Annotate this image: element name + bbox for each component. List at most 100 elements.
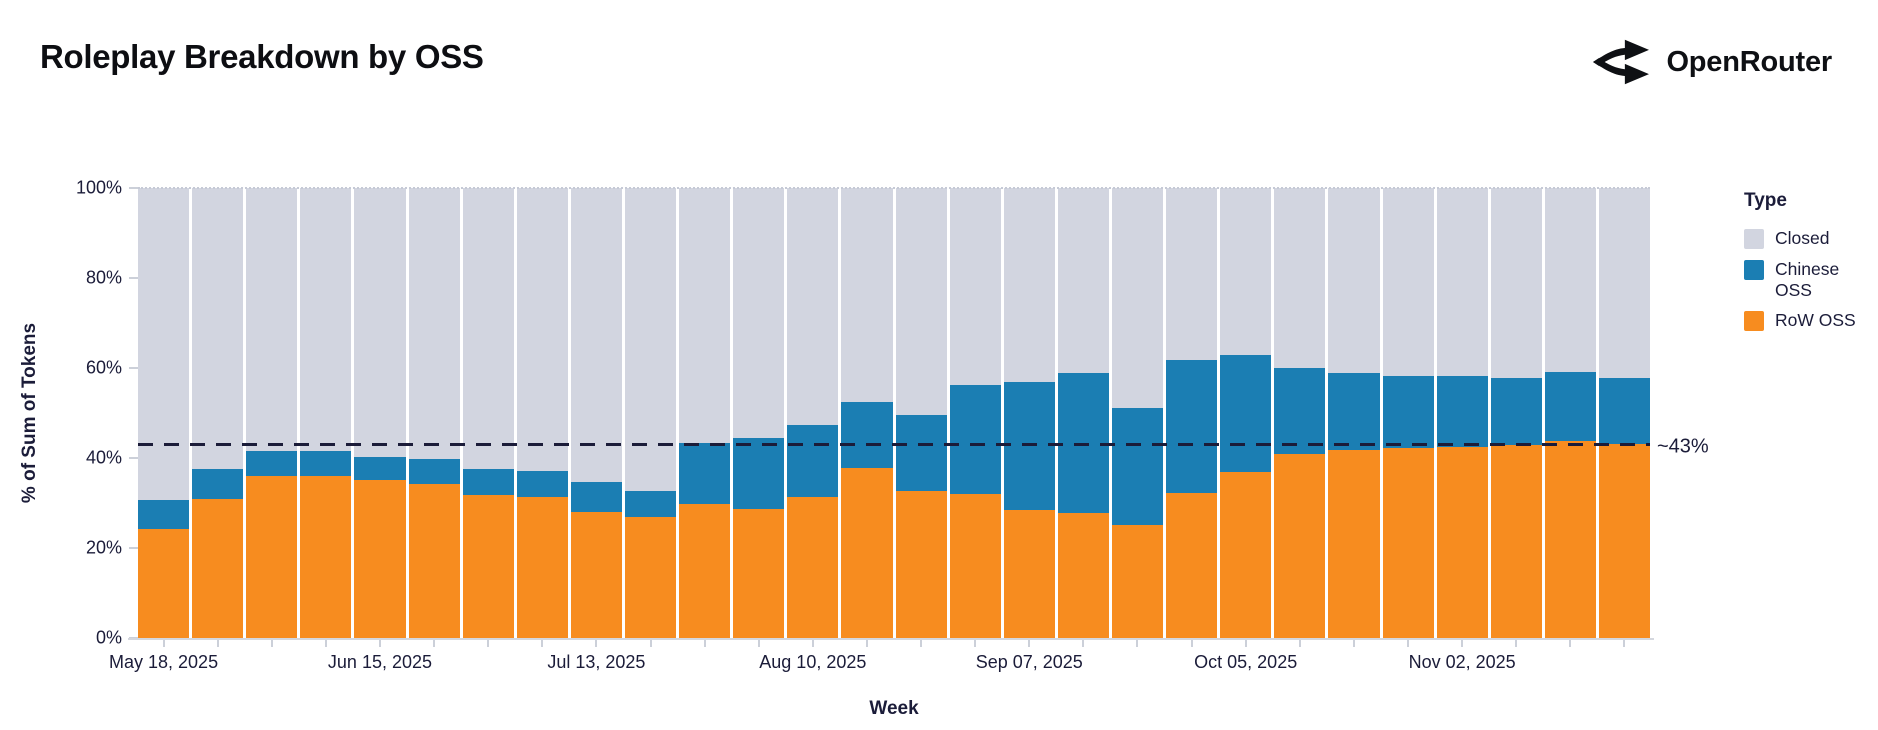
- bar-segment-chinese-oss[interactable]: [624, 490, 677, 518]
- legend-item-chinese-oss[interactable]: Chinese OSS: [1744, 259, 1876, 300]
- bar-segment-closed[interactable]: [1166, 188, 1218, 361]
- bar-segment-chinese-oss[interactable]: [1490, 378, 1542, 445]
- bar-segment-row-oss[interactable]: [570, 512, 622, 638]
- bar-jul-13-2025: [570, 188, 622, 638]
- bar-segment-chinese-oss[interactable]: [192, 469, 244, 499]
- bar-segment-chinese-oss[interactable]: [516, 470, 568, 498]
- bar-segment-closed[interactable]: [841, 188, 893, 402]
- bar-segment-chinese-oss[interactable]: [733, 438, 785, 509]
- bar-segment-row-oss[interactable]: [949, 494, 1001, 638]
- legend: Type Closed Chinese OSS RoW OSS: [1744, 190, 1876, 341]
- bar-segment-row-oss[interactable]: [1220, 471, 1272, 638]
- x-axis-title: Week: [869, 698, 919, 719]
- bar-segment-chinese-oss[interactable]: [895, 415, 947, 491]
- bar-segment-closed[interactable]: [1382, 188, 1434, 377]
- bar-segment-chinese-oss[interactable]: [1544, 371, 1596, 441]
- bar-segment-row-oss[interactable]: [1274, 453, 1326, 638]
- bar-segment-closed[interactable]: [192, 188, 244, 470]
- bar-segment-chinese-oss[interactable]: [570, 481, 622, 512]
- bar-segment-chinese-oss[interactable]: [949, 384, 1001, 494]
- bar-segment-closed[interactable]: [949, 188, 1001, 385]
- bar-segment-row-oss[interactable]: [300, 476, 352, 638]
- bar-segment-closed[interactable]: [1057, 188, 1109, 373]
- bar-segment-chinese-oss[interactable]: [679, 443, 731, 505]
- bar-segment-closed[interactable]: [787, 188, 839, 426]
- bar-segment-closed[interactable]: [1544, 188, 1596, 372]
- bar-segment-closed[interactable]: [1436, 188, 1488, 376]
- bar-segment-chinese-oss[interactable]: [841, 401, 893, 468]
- bar-segment-closed[interactable]: [1490, 188, 1542, 379]
- bar-segment-row-oss[interactable]: [1598, 444, 1651, 638]
- bar-segment-chinese-oss[interactable]: [1274, 368, 1326, 454]
- x-tick-mark: [433, 640, 436, 647]
- bar-segment-row-oss[interactable]: [192, 498, 244, 638]
- bar-segment-row-oss[interactable]: [246, 476, 298, 638]
- bar-segment-chinese-oss[interactable]: [1111, 407, 1164, 525]
- bar-segment-chinese-oss[interactable]: [354, 456, 406, 480]
- bar-segment-closed[interactable]: [300, 188, 352, 451]
- bar-segment-row-oss[interactable]: [1544, 440, 1596, 638]
- bar-segment-closed[interactable]: [679, 188, 731, 444]
- bar-segment-chinese-oss[interactable]: [1328, 373, 1380, 450]
- x-tick-mark: [811, 640, 814, 647]
- legend-title: Type: [1744, 190, 1787, 211]
- bar-segment-row-oss[interactable]: [1436, 446, 1488, 638]
- bar-segment-closed[interactable]: [1598, 188, 1651, 379]
- bar-segment-chinese-oss[interactable]: [1166, 360, 1218, 493]
- bar-segment-chinese-oss[interactable]: [300, 450, 352, 476]
- bar-segment-row-oss[interactable]: [138, 529, 190, 638]
- bar-segment-row-oss[interactable]: [679, 504, 731, 638]
- bar-segment-row-oss[interactable]: [733, 508, 785, 638]
- bar-segment-row-oss[interactable]: [1111, 524, 1164, 638]
- legend-item-row-oss[interactable]: RoW OSS: [1744, 310, 1876, 332]
- bar-segment-chinese-oss[interactable]: [1220, 354, 1272, 472]
- bar-segment-row-oss[interactable]: [1382, 448, 1434, 638]
- bar-segment-closed[interactable]: [354, 188, 406, 457]
- bar-segment-closed[interactable]: [138, 188, 190, 500]
- bar-segment-row-oss[interactable]: [787, 497, 839, 638]
- bar-segment-row-oss[interactable]: [408, 483, 460, 638]
- bar-segment-chinese-oss[interactable]: [246, 451, 298, 477]
- bar-segment-closed[interactable]: [516, 188, 568, 471]
- bar-segment-row-oss[interactable]: [462, 494, 514, 638]
- bar-jun-22-2025: [408, 188, 460, 638]
- bar-segment-row-oss[interactable]: [1057, 512, 1109, 638]
- bar-segment-row-oss[interactable]: [1166, 492, 1218, 638]
- legend-item-closed[interactable]: Closed: [1744, 228, 1876, 249]
- bar-segment-closed[interactable]: [1220, 188, 1272, 355]
- bar-segment-chinese-oss[interactable]: [1382, 376, 1434, 449]
- x-tick-mark: [1623, 640, 1626, 647]
- bar-segment-closed[interactable]: [462, 188, 514, 470]
- bar-segment-chinese-oss[interactable]: [408, 459, 460, 484]
- bar-segment-chinese-oss[interactable]: [1057, 372, 1109, 513]
- bar-segment-closed[interactable]: [570, 188, 622, 482]
- x-tick-mark: [1028, 640, 1031, 647]
- bar-segment-closed[interactable]: [408, 188, 460, 460]
- bar-segment-row-oss[interactable]: [516, 497, 568, 638]
- bar-segment-closed[interactable]: [1111, 188, 1164, 408]
- bar-segment-closed[interactable]: [246, 188, 298, 452]
- bar-segment-chinese-oss[interactable]: [138, 499, 190, 530]
- x-tick-mark: [865, 640, 868, 647]
- bar-segment-closed[interactable]: [895, 188, 947, 416]
- bar-aug-03-2025: [733, 188, 785, 638]
- bar-segment-row-oss[interactable]: [624, 517, 677, 638]
- bar-segment-row-oss[interactable]: [895, 490, 947, 638]
- bar-segment-row-oss[interactable]: [1490, 444, 1542, 638]
- bar-segment-chinese-oss[interactable]: [1598, 378, 1651, 445]
- bar-segment-chinese-oss[interactable]: [787, 425, 839, 498]
- bar-segment-closed[interactable]: [624, 188, 677, 491]
- y-tick-label: 100%: [75, 177, 122, 198]
- bar-segment-closed[interactable]: [733, 188, 785, 439]
- bar-segment-row-oss[interactable]: [841, 467, 893, 638]
- bar-segment-row-oss[interactable]: [1003, 509, 1055, 638]
- x-axis-line: [128, 638, 1654, 640]
- bar-segment-closed[interactable]: [1328, 188, 1380, 374]
- y-tick-mark: [129, 547, 138, 549]
- bar-segment-row-oss[interactable]: [1328, 449, 1380, 638]
- bar-segment-chinese-oss[interactable]: [462, 469, 514, 495]
- bar-segment-closed[interactable]: [1003, 188, 1055, 382]
- bar-segment-row-oss[interactable]: [354, 479, 406, 638]
- bar-segment-chinese-oss[interactable]: [1436, 375, 1488, 447]
- bar-segment-closed[interactable]: [1274, 188, 1326, 368]
